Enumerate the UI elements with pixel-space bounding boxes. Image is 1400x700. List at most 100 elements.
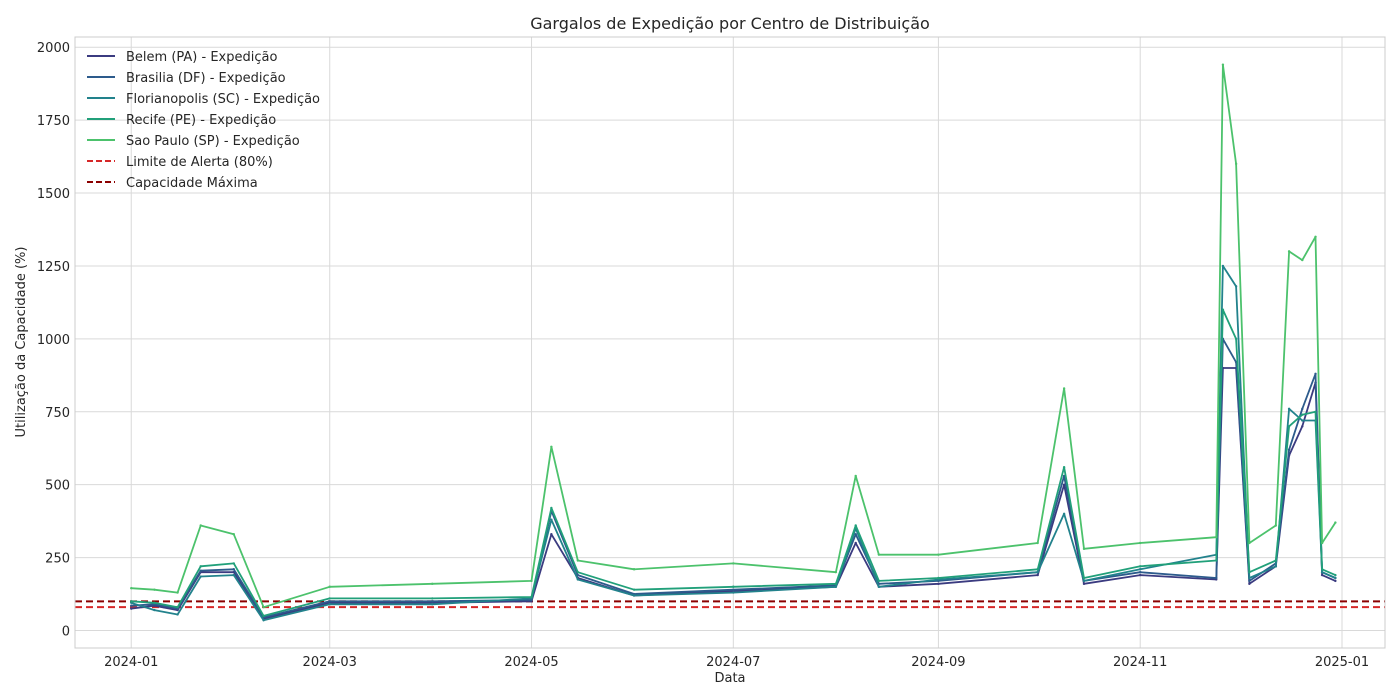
data-point (937, 582, 940, 586)
data-point (530, 579, 533, 583)
data-point (262, 614, 265, 618)
data-point (1248, 541, 1251, 545)
data-point (550, 506, 553, 510)
y-axis-label: Utilização da Capacidade (%) (14, 247, 29, 438)
data-point (834, 570, 838, 574)
data-point (1274, 524, 1278, 527)
data-point (877, 585, 881, 588)
data-point (854, 474, 857, 478)
data-point (550, 518, 553, 521)
data-point (1320, 541, 1324, 545)
data-point (153, 588, 156, 591)
data-point (732, 585, 735, 588)
legend-label: Limite de Alerta (80%) (126, 155, 273, 170)
data-point (1215, 559, 1218, 562)
data-point (328, 597, 331, 600)
data-point (937, 576, 940, 580)
x-axis-label: Data (714, 671, 745, 686)
x-tick-label: 2024-07 (706, 655, 760, 670)
data-point (1221, 308, 1225, 311)
data-point (732, 562, 735, 565)
chart-title: Gargalos de Expedição por Centro de Dist… (530, 14, 930, 33)
data-point (1139, 565, 1142, 568)
data-point (232, 568, 235, 571)
data-point (130, 607, 133, 610)
data-point (1036, 573, 1039, 577)
data-point (1334, 576, 1337, 580)
data-point (576, 559, 580, 562)
legend-label: Recife (PE) - Expedição (126, 113, 276, 128)
x-tick-label: 2024-09 (911, 655, 965, 670)
data-point (1287, 407, 1291, 411)
data-point (199, 569, 202, 572)
data-point (431, 597, 434, 600)
data-point (1334, 521, 1337, 524)
data-point (1314, 235, 1317, 238)
data-point (1274, 565, 1278, 568)
data-point (877, 553, 881, 556)
data-point (632, 568, 636, 571)
data-point (176, 591, 179, 594)
data-point (1215, 576, 1218, 580)
data-point (199, 575, 202, 578)
y-tick-label: 500 (45, 479, 70, 494)
data-point (834, 582, 838, 586)
data-point (1082, 582, 1086, 586)
data-point (632, 594, 636, 597)
data-point (1301, 413, 1304, 416)
data-point (232, 562, 235, 565)
data-point (199, 524, 202, 527)
data-point (1082, 576, 1086, 580)
data-point (854, 541, 857, 545)
data-point (1036, 570, 1039, 574)
data-point (1062, 387, 1066, 390)
data-point (1314, 410, 1317, 413)
y-tick-label: 0 (62, 625, 70, 640)
data-point (1082, 547, 1086, 551)
legend-label: Belem (PA) - Expedição (126, 50, 277, 65)
data-point (199, 565, 202, 568)
y-tick-label: 250 (45, 552, 70, 567)
data-point (1234, 337, 1238, 341)
data-point (1221, 264, 1225, 268)
data-point (1248, 579, 1251, 583)
x-tick-label: 2024-01 (104, 655, 158, 670)
data-point (1234, 285, 1238, 288)
data-point (232, 573, 235, 577)
data-point (153, 601, 156, 604)
data-point (130, 604, 133, 607)
data-point (530, 595, 533, 599)
data-point (1287, 250, 1291, 253)
data-point (576, 578, 580, 581)
y-tick-label: 1750 (37, 114, 70, 129)
data-point (431, 603, 434, 606)
data-point (550, 533, 553, 536)
y-tick-label: 1250 (37, 260, 70, 275)
data-point (1320, 570, 1324, 574)
data-point (550, 445, 553, 448)
data-point (1301, 425, 1304, 428)
y-tick-label: 1500 (37, 187, 70, 202)
y-tick-labels: 0 250 500 750 1000 1250 1500 1750 2000 (37, 41, 70, 639)
x-tick-label: 2025-01 (1315, 655, 1369, 670)
grid (75, 37, 1385, 648)
legend-label: Sao Paulo (SP) - Expedição (126, 134, 300, 149)
data-point (153, 608, 156, 612)
reference-lines (75, 600, 1385, 609)
y-tick-label: 750 (45, 406, 70, 421)
data-point (431, 600, 434, 603)
data-point (632, 588, 636, 591)
data-point (877, 579, 881, 583)
data-point (1221, 63, 1225, 66)
data-point (854, 533, 857, 536)
x-tick-label: 2024-11 (1113, 655, 1167, 670)
data-point (1301, 407, 1304, 411)
data-point (130, 587, 133, 590)
data-point (1287, 425, 1291, 428)
data-point (576, 573, 580, 577)
x-tick-labels: 2024-01 2024-03 2024-05 2024-07 2024-09 2024-… (104, 655, 1369, 670)
data-point (1274, 559, 1278, 562)
data-point (1301, 419, 1304, 422)
data-point (937, 553, 940, 556)
